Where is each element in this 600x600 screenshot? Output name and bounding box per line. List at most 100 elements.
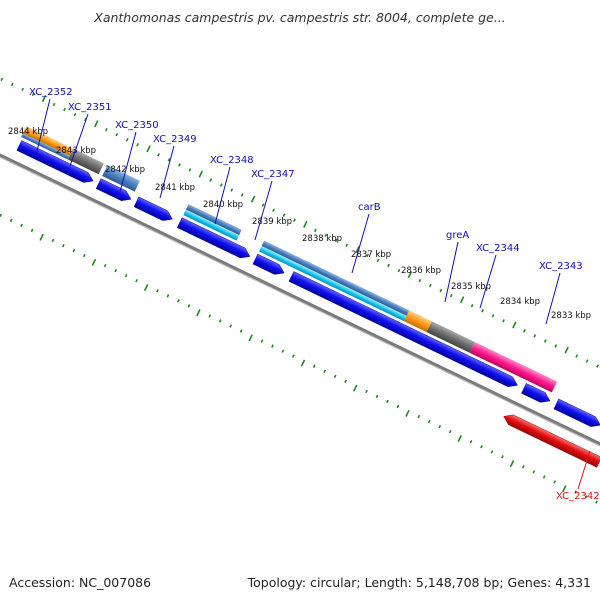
- inner-tick: [509, 460, 515, 468]
- inner-tick: [469, 440, 473, 444]
- gene-leader-line: [69, 113, 89, 167]
- outer-tick: [533, 334, 537, 338]
- inner-tick: [143, 284, 149, 292]
- inner-tick: [386, 399, 389, 404]
- outer-tick: [313, 228, 317, 232]
- outer-tick: [146, 145, 151, 153]
- inner-tick: [30, 228, 34, 233]
- inner-tick: [9, 218, 13, 223]
- inner-tick: [187, 304, 191, 308]
- outer-tick: [136, 143, 140, 147]
- outer-tick: [94, 120, 99, 128]
- inner-tick: [375, 394, 379, 399]
- inner-tick: [103, 263, 107, 268]
- kbp-tick-label: 2836 kbp: [401, 266, 441, 276]
- gene-label: greA: [446, 230, 469, 241]
- kbp-tick-label: 2834 kbp: [500, 297, 540, 307]
- outer-tick: [41, 95, 47, 103]
- outer-tick: [73, 112, 77, 117]
- kbp-tick-label: 2841 kbp: [155, 183, 195, 193]
- inner-tick: [542, 475, 546, 479]
- gene-leader-line: [351, 213, 370, 274]
- gene-leader-line: [577, 450, 591, 490]
- outer-tick: [31, 92, 35, 97]
- inner-tick: [39, 233, 44, 241]
- outer-tick: [596, 364, 599, 368]
- inner-tick: [114, 268, 118, 273]
- inner-tick: [135, 279, 138, 283]
- outer-tick: [104, 127, 108, 132]
- inner-tick: [562, 485, 567, 493]
- inner-tick: [352, 384, 358, 392]
- outer-tick: [188, 168, 192, 172]
- outer-tick: [240, 193, 244, 197]
- inner-tick: [595, 500, 598, 504]
- inner-tick: [292, 354, 295, 358]
- genome-backbone: [0, 116, 600, 484]
- inner-tick: [584, 495, 588, 499]
- outer-tick: [355, 245, 360, 253]
- outer-tick: [272, 208, 275, 212]
- outer-tick: [198, 170, 204, 178]
- feature-bar: [21, 133, 70, 160]
- feature-bar: [261, 240, 410, 316]
- gene-leader-line: [214, 166, 231, 225]
- inner-tick: [0, 213, 3, 218]
- inner-tick: [260, 339, 264, 343]
- inner-tick: [229, 324, 233, 328]
- inner-tick: [166, 294, 170, 298]
- inner-tick: [281, 349, 285, 353]
- gene-leader-line: [545, 272, 561, 325]
- feature-bar: [259, 246, 407, 322]
- forward-cds-arrow: [176, 217, 251, 259]
- outer-tick: [543, 339, 547, 343]
- gene-leader-line: [444, 241, 459, 303]
- outer-tick: [470, 304, 474, 308]
- inner-tick: [300, 359, 306, 367]
- inner-tick: [124, 274, 128, 278]
- outer-tick: [491, 314, 495, 318]
- forward-cds-arrow: [95, 178, 132, 201]
- outer-tick: [387, 263, 390, 268]
- outer-tick: [407, 271, 413, 279]
- inner-tick: [405, 409, 410, 417]
- inner-tick: [20, 223, 23, 228]
- inner-tick: [532, 470, 536, 474]
- outer-tick: [293, 218, 296, 222]
- gene-label: XC_2347: [251, 169, 295, 180]
- feature-bar: [426, 321, 476, 353]
- outer-tick: [261, 203, 265, 207]
- gene-label: XC_2352: [29, 87, 73, 98]
- inner-tick: [271, 344, 274, 348]
- outer-tick: [449, 293, 453, 298]
- inner-tick: [156, 289, 159, 293]
- gene-label: XC_2350: [115, 120, 159, 131]
- outer-tick: [585, 359, 589, 363]
- gene-label: XC_2342: [556, 491, 600, 502]
- inner-tick: [448, 429, 452, 434]
- outer-tick: [334, 238, 338, 243]
- gene-label: XC_2349: [153, 134, 197, 145]
- feature-bar: [404, 310, 432, 333]
- outer-tick-ring: [0, 77, 599, 368]
- kbp-tick-label: 2838 kbp: [302, 234, 342, 244]
- inner-tick: [417, 414, 421, 419]
- feature-bar: [22, 126, 74, 156]
- kbp-tick-labels: 2844 kbp 2843 kbp 2842 kbp 2841 kbp 2840 kbp…: [8, 127, 591, 321]
- outer-tick: [250, 195, 256, 203]
- outer-tick: [564, 346, 569, 354]
- feature-bar: [185, 204, 242, 236]
- outer-tick: [125, 138, 129, 142]
- gene-leader-line: [159, 145, 175, 199]
- inner-tick: [457, 434, 462, 442]
- inner-tick: [239, 329, 243, 333]
- forward-cds-track: [16, 140, 600, 427]
- outer-tick: [167, 158, 171, 162]
- feature-bar: [183, 209, 240, 241]
- inner-tick: [248, 334, 253, 342]
- inner-tick: [72, 248, 76, 253]
- outer-tick: [324, 233, 328, 237]
- inner-tick: [82, 253, 86, 258]
- inner-tick: [344, 379, 348, 384]
